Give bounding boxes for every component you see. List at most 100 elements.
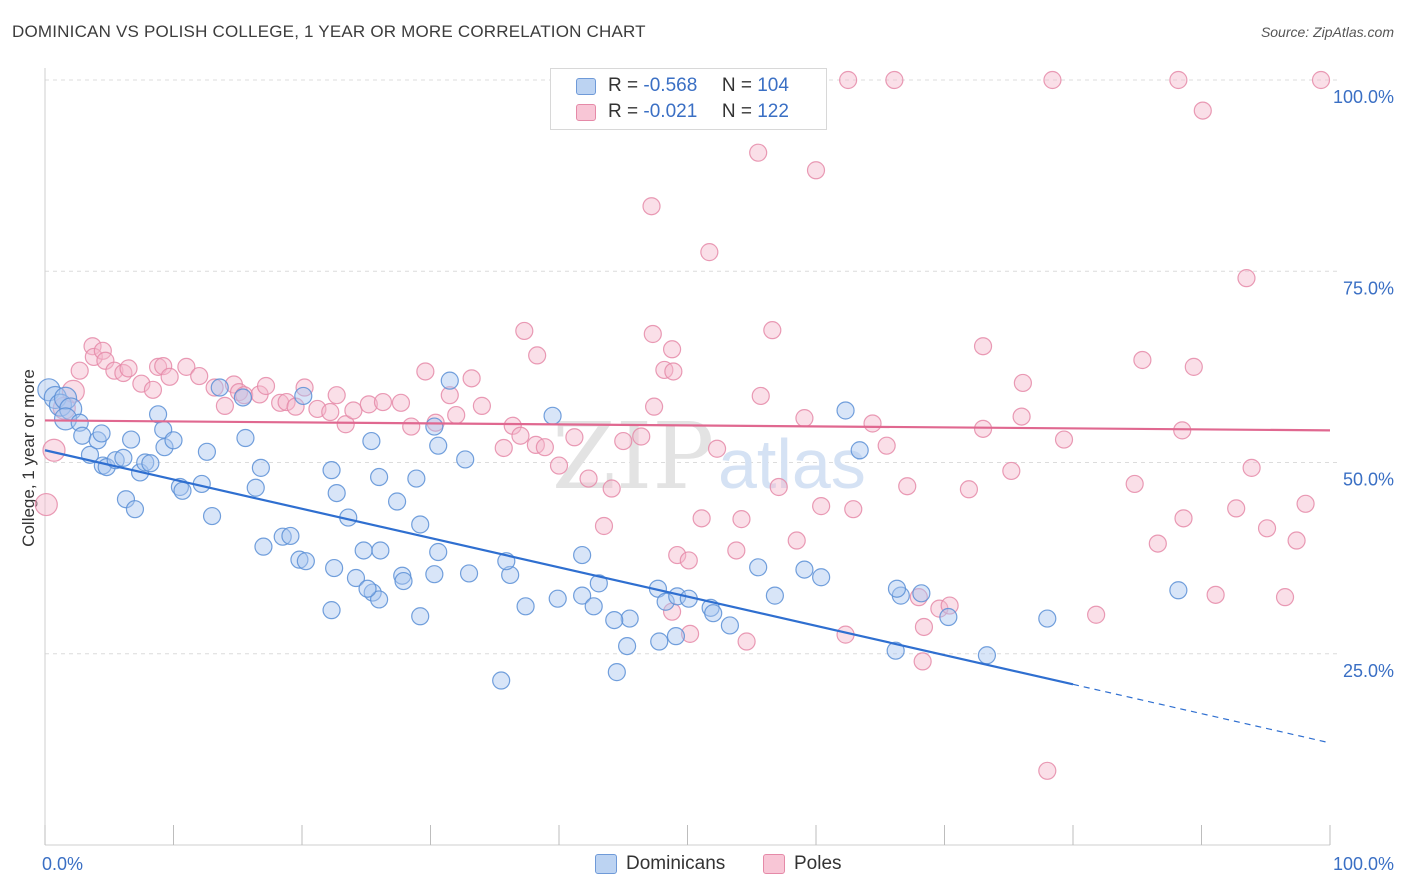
poles-point-96 — [700, 243, 719, 262]
dominicans-point-53 — [296, 552, 315, 571]
poles-point-14 — [148, 357, 168, 376]
poles-point-90 — [839, 70, 858, 90]
tick-labels: 25.0% 50.0% 75.0% 100.0% 0.0% 100.0% — [42, 87, 1394, 874]
poles-point-26 — [271, 393, 290, 412]
dominicans-point-101 — [548, 589, 567, 608]
dominicans-point-81 — [939, 607, 958, 627]
poles-point-37 — [391, 393, 411, 412]
poles-point-6 — [84, 347, 103, 367]
dominicans-point-82 — [887, 579, 907, 598]
dominicans-point-95 — [605, 610, 624, 630]
poles-point-62 — [707, 439, 727, 458]
poles-point-51 — [565, 428, 584, 447]
poles-point-101 — [643, 324, 662, 344]
dominicans-point-77 — [812, 568, 831, 587]
poles-point-115 — [1174, 509, 1193, 528]
poles-point-117 — [1242, 458, 1261, 477]
dominicans-point-46 — [429, 436, 448, 455]
dominicans-point-37 — [362, 431, 381, 451]
legend-text-blue: R = -0.568 N = 104 — [608, 75, 789, 96]
poles-point-103 — [973, 419, 993, 438]
poles-point-80 — [1054, 430, 1074, 449]
dominicans-point-18 — [141, 454, 160, 473]
poles-point-12 — [132, 374, 151, 393]
poles-point-32 — [327, 386, 346, 405]
poles-point-25 — [256, 376, 276, 396]
dominicans-point-7 — [73, 426, 92, 445]
dominicans-point-93 — [354, 541, 373, 560]
dominicans-point-48 — [411, 515, 430, 534]
poles-point-81 — [1087, 605, 1106, 624]
poles-point-77 — [959, 480, 979, 499]
dominicans-point-64 — [573, 586, 592, 605]
dominicans-point-31 — [197, 442, 217, 461]
poles-point-91 — [885, 70, 904, 90]
dominicans-point-78 — [836, 401, 855, 420]
bottom-legend-label-blue: Dominicans — [626, 853, 726, 874]
dominicans-point-45 — [425, 417, 444, 436]
dominicans-point-47 — [543, 406, 562, 425]
dominicans-point-83 — [886, 641, 905, 660]
poles-point-86 — [1257, 519, 1277, 538]
dominicans-point-42 — [407, 469, 426, 488]
poles-point-46 — [503, 416, 522, 435]
poles-point-45 — [494, 438, 513, 458]
dominicans-point-96 — [666, 627, 686, 646]
poles-point-54 — [602, 479, 621, 498]
x-tick-label-100: 100.0% — [1333, 854, 1394, 874]
poles-point-109 — [737, 632, 756, 651]
poles-point-76 — [940, 596, 959, 615]
poles-point-98 — [806, 161, 826, 180]
poles-point-78 — [1002, 461, 1021, 481]
poles-point-68 — [795, 409, 814, 428]
dominicans-point-97 — [650, 632, 669, 651]
poles-point-89 — [1311, 70, 1331, 90]
poles-point-39 — [416, 362, 435, 381]
poles-point-42 — [447, 405, 466, 425]
poles-point-73 — [898, 477, 917, 496]
trend-line-dominicans — [44, 449, 1074, 686]
poles-point-53 — [594, 516, 614, 536]
dominicans-point-25 — [202, 506, 222, 526]
poles-point-56 — [632, 427, 651, 446]
poles-point-72 — [877, 436, 896, 455]
dominicans-point-58 — [394, 571, 413, 591]
poles-point-19 — [205, 378, 224, 397]
dominicans-point-79 — [850, 441, 869, 460]
dominicans-point-39 — [327, 484, 346, 503]
dominicans-point-99 — [618, 636, 637, 656]
poles-point-17 — [177, 357, 196, 376]
poles-point-58 — [655, 360, 674, 380]
poles-point-100 — [662, 340, 682, 359]
legend: R = -0.568 N = 104 R = -0.021 N = 122 — [550, 68, 827, 130]
x-tick-label-0: 0.0% — [42, 854, 83, 874]
poles-point-70 — [844, 500, 863, 519]
poles-point-120 — [515, 321, 534, 341]
dominicans-point-29 — [210, 378, 229, 397]
poles-point-16 — [160, 367, 179, 386]
dominicans-point-89 — [411, 607, 430, 626]
poles-point-38 — [402, 417, 421, 436]
dominicans-point-63 — [516, 597, 535, 616]
y-tick-label-75: 75.0% — [1343, 278, 1394, 298]
poles-point-88 — [1287, 531, 1306, 550]
poles-point-66 — [769, 477, 788, 497]
watermark: ZIP atlas — [552, 403, 866, 510]
bottom-legend-label-pink: Poles — [794, 853, 842, 874]
dominicans-point-65 — [589, 574, 608, 593]
dominicans-point-92 — [429, 542, 448, 562]
dominicans-point-90 — [322, 601, 341, 620]
dominicans-point-52 — [290, 550, 309, 569]
dominicans-point-28 — [164, 431, 183, 450]
legend-swatch-pink — [576, 104, 596, 121]
poles-point-41 — [440, 386, 459, 405]
poles-point-60 — [679, 551, 698, 570]
dominicans-point-49 — [254, 537, 273, 556]
legend-swatch-blue — [576, 78, 596, 95]
dominicans-point-33 — [246, 478, 265, 497]
dominicans-point-74 — [795, 560, 814, 579]
poles-point-33 — [336, 415, 355, 434]
poles-point-31 — [321, 402, 340, 422]
trend-lines — [44, 419, 1331, 744]
poles-point-35 — [359, 395, 378, 414]
